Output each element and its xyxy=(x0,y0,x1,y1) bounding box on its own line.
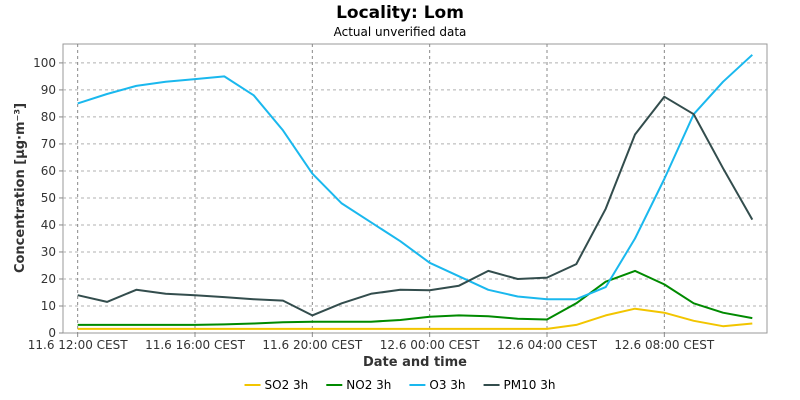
x-axis-label: Date and time xyxy=(363,355,467,370)
x-tick-label: 11.6 20:00 CEST xyxy=(262,338,363,352)
series-line-no2-3h xyxy=(77,269,753,326)
series-lines xyxy=(77,54,754,330)
y-tick-label: 10 xyxy=(41,299,56,313)
legend-label-o3-3h: O3 3h xyxy=(429,378,465,392)
x-tick-label: 12.6 08:00 CEST xyxy=(614,338,715,352)
y-tick-label: 0 xyxy=(48,326,56,340)
series-line-o3-3h xyxy=(77,54,753,301)
plot-area xyxy=(62,43,768,334)
y-tick-label: 30 xyxy=(41,245,56,259)
y-tick-label: 20 xyxy=(41,272,56,286)
y-axis-label: Concentration [µg·m⁻³] xyxy=(13,103,28,273)
y-tick-label: 80 xyxy=(41,110,56,124)
series-line-pm10-3h xyxy=(77,95,754,317)
legend-label-so2-3h: SO2 3h xyxy=(265,378,309,392)
y-tick-label: 60 xyxy=(41,164,56,178)
legend-label-pm10-3h: PM10 3h xyxy=(504,378,556,392)
y-tick-label: 90 xyxy=(41,83,56,97)
legend: SO2 3h NO2 3h O3 3h PM10 3h xyxy=(244,378,556,392)
x-tick-label: 12.6 00:00 CEST xyxy=(380,338,481,352)
y-tick-label: 40 xyxy=(41,218,56,232)
legend-label-no2-3h: NO2 3h xyxy=(346,378,391,392)
x-tick-label: 12.6 04:00 CEST xyxy=(497,338,598,352)
y-tick-label: 50 xyxy=(41,191,56,205)
y-axis-ticks: 0 10 20 30 40 50 60 70 80 90 100 xyxy=(33,56,63,340)
x-tick-label: 11.6 16:00 CEST xyxy=(145,338,246,352)
y-tick-label: 100 xyxy=(33,56,56,70)
x-axis-ticks: 11.6 12:00 CEST 11.6 16:00 CEST 11.6 20:00… xyxy=(28,333,715,352)
chart-title: Locality: Lom xyxy=(336,3,464,23)
series-line-so2-3h xyxy=(77,307,753,330)
chart-subtitle: Actual unverified data xyxy=(334,25,467,39)
x-tick-label: 11.6 12:00 CEST xyxy=(28,338,129,352)
y-tick-label: 70 xyxy=(41,137,56,151)
